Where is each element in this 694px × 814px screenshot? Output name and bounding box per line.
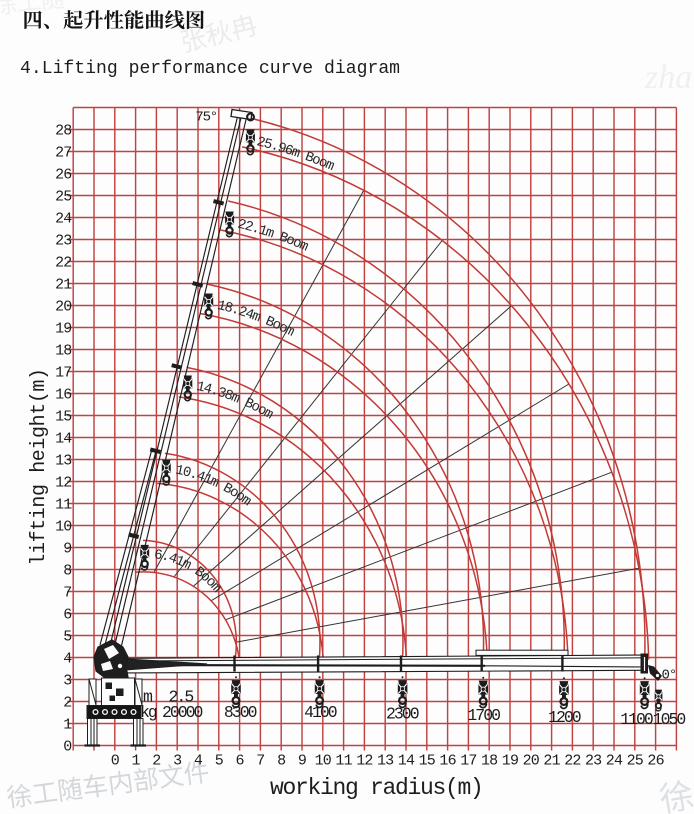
svg-text:25: 25 — [55, 189, 72, 206]
svg-text:20: 20 — [523, 753, 540, 770]
svg-text:27: 27 — [55, 145, 71, 162]
svg-text:4: 4 — [194, 753, 203, 770]
svg-text:11: 11 — [55, 497, 72, 514]
svg-text:75°: 75° — [195, 110, 217, 126]
svg-text:14: 14 — [398, 753, 415, 770]
svg-text:13: 13 — [377, 753, 394, 770]
svg-text:working radius(m): working radius(m) — [270, 775, 483, 801]
svg-text:11: 11 — [335, 753, 352, 770]
svg-text:1: 1 — [131, 753, 140, 770]
svg-text:15: 15 — [55, 409, 72, 426]
svg-text:2300: 2300 — [386, 705, 419, 724]
svg-text:13: 13 — [55, 453, 72, 470]
svg-text:24: 24 — [606, 753, 623, 770]
svg-text:26: 26 — [647, 753, 664, 770]
svg-text:25: 25 — [627, 753, 644, 770]
svg-text:1100: 1100 — [620, 710, 653, 729]
svg-text:12: 12 — [356, 753, 372, 770]
svg-text:23: 23 — [55, 233, 72, 250]
svg-text:12: 12 — [55, 475, 71, 492]
svg-text:20: 20 — [55, 299, 72, 316]
svg-text:2: 2 — [152, 753, 160, 770]
svg-text:14: 14 — [55, 431, 72, 448]
svg-text:6: 6 — [235, 753, 244, 770]
svg-text:0: 0 — [63, 739, 72, 756]
svg-text:15: 15 — [419, 753, 436, 770]
svg-text:4.Lifting performance curve di: 4.Lifting performance curve diagram — [20, 59, 400, 79]
svg-text:5: 5 — [63, 629, 72, 646]
svg-text:7: 7 — [63, 585, 71, 602]
svg-text:zha: zha — [644, 59, 692, 96]
svg-text:19: 19 — [55, 321, 71, 338]
svg-text:1200: 1200 — [548, 708, 581, 727]
svg-text:1050: 1050 — [653, 710, 686, 729]
svg-text:17: 17 — [460, 753, 476, 770]
svg-text:23: 23 — [585, 753, 602, 770]
svg-text:10: 10 — [55, 519, 72, 536]
svg-text:8300: 8300 — [224, 703, 257, 722]
svg-text:16: 16 — [55, 387, 72, 404]
svg-text:9: 9 — [298, 753, 306, 770]
svg-text:10: 10 — [315, 753, 332, 770]
svg-text:28: 28 — [55, 123, 72, 140]
svg-text:21: 21 — [55, 277, 72, 294]
svg-text:26: 26 — [55, 167, 72, 184]
svg-text:17: 17 — [55, 365, 71, 382]
svg-text:kg: kg — [140, 703, 157, 722]
svg-text:24: 24 — [55, 211, 72, 228]
svg-text:3: 3 — [173, 753, 182, 770]
svg-text:8: 8 — [63, 563, 72, 580]
svg-text:8: 8 — [277, 753, 286, 770]
svg-text:18: 18 — [481, 753, 498, 770]
svg-text:4: 4 — [63, 651, 72, 668]
svg-text:5: 5 — [215, 753, 224, 770]
svg-text:2.5: 2.5 — [169, 688, 194, 707]
svg-text:19: 19 — [502, 753, 518, 770]
svg-text:lifting height(m): lifting height(m) — [28, 368, 51, 565]
svg-text:0: 0 — [111, 753, 120, 770]
svg-text:7: 7 — [256, 753, 264, 770]
svg-text:21: 21 — [543, 753, 560, 770]
svg-text:4100: 4100 — [304, 703, 337, 722]
svg-text:22: 22 — [564, 753, 580, 770]
svg-text:1: 1 — [63, 717, 72, 734]
svg-text:6: 6 — [63, 607, 72, 624]
svg-text:9: 9 — [63, 541, 71, 558]
svg-text:0°: 0° — [662, 668, 677, 684]
svg-text:22: 22 — [55, 255, 71, 272]
svg-text:1700: 1700 — [467, 706, 500, 725]
svg-text:3: 3 — [63, 673, 72, 690]
svg-text:2: 2 — [63, 695, 71, 712]
svg-text:20000: 20000 — [162, 703, 203, 722]
svg-text:16: 16 — [439, 753, 456, 770]
svg-text:18: 18 — [55, 343, 72, 360]
